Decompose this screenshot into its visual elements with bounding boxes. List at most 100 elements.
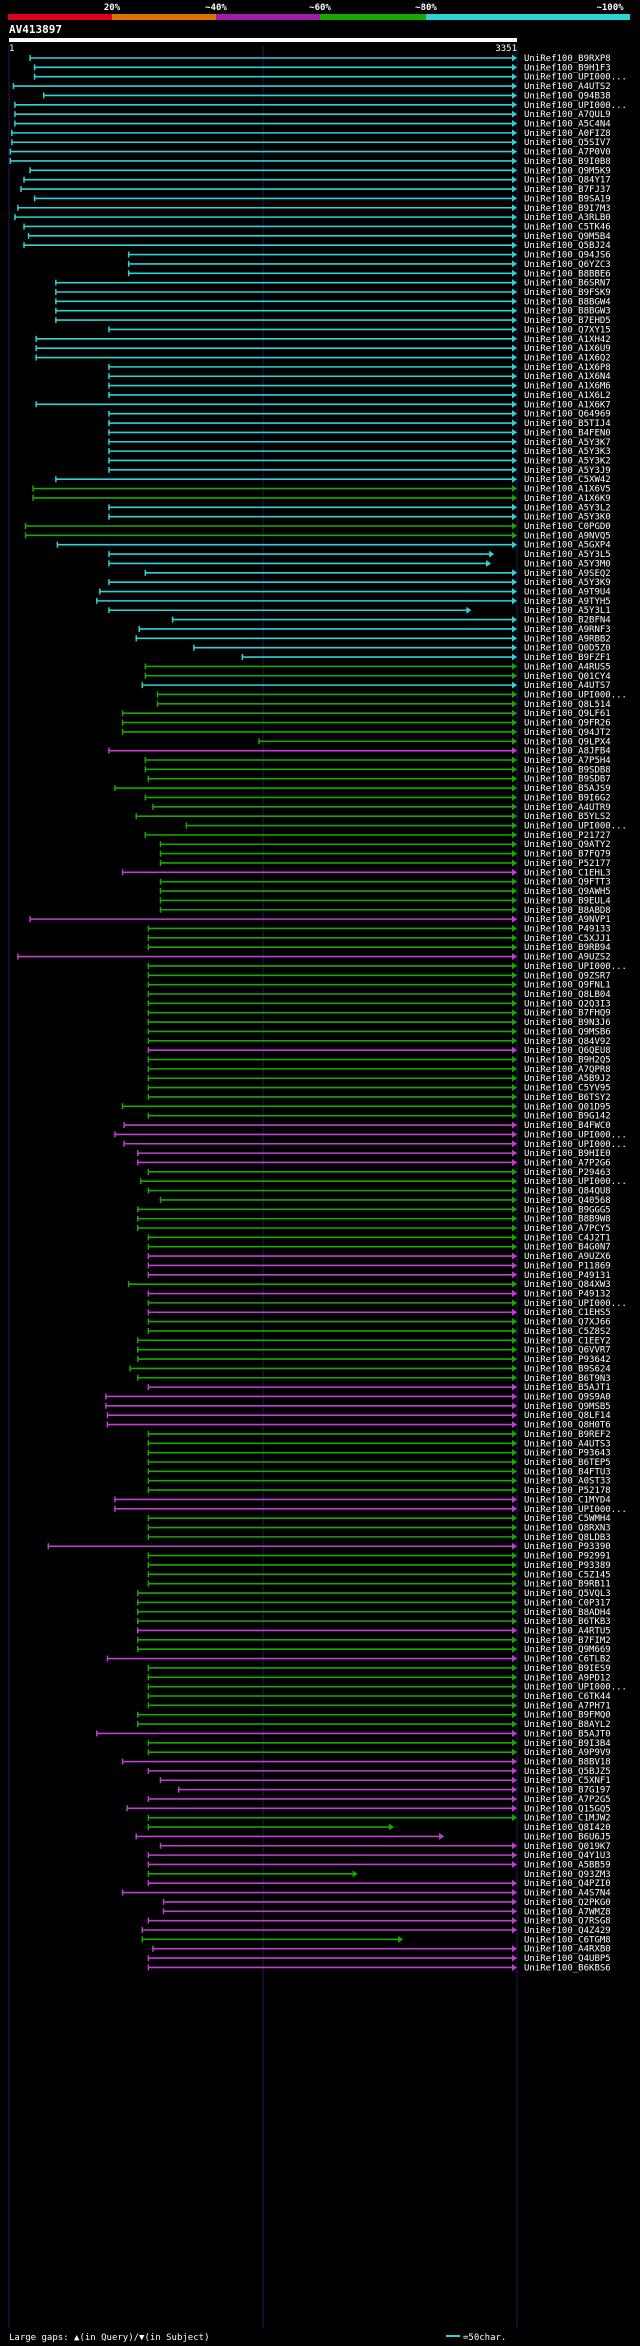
- hit-row[interactable]: UniRef100_Q5BJZ5: [147, 1767, 611, 1777]
- hit-row[interactable]: UniRef100_Q84V92: [147, 1037, 611, 1047]
- hit-row[interactable]: UniRef100_C0PGD0: [24, 522, 611, 532]
- hit-row[interactable]: UniRef100_B6TSY2: [147, 1093, 611, 1103]
- hit-row[interactable]: UniRef100_Q4Y1U3: [147, 1851, 611, 1861]
- hit-label[interactable]: UniRef100_A7P2G6: [524, 1158, 611, 1168]
- hit-label[interactable]: UniRef100_C6TLB2: [524, 1655, 611, 1665]
- hit-label[interactable]: UniRef100_UPI000...: [524, 1177, 627, 1187]
- hit-label[interactable]: UniRef100_B4FWC0: [524, 1121, 611, 1131]
- hit-label[interactable]: UniRef100_A1X6P8: [524, 363, 611, 373]
- hit-row[interactable]: UniRef100_B9RB94: [147, 943, 611, 953]
- hit-row[interactable]: UniRef100_B4FWC0: [123, 1121, 611, 1131]
- hit-label[interactable]: UniRef100_A4RTU5: [524, 1626, 611, 1636]
- hit-row[interactable]: UniRef100_B9N3J6: [147, 1018, 611, 1028]
- hit-row[interactable]: UniRef100_C6TLB2: [106, 1655, 611, 1665]
- hit-label[interactable]: UniRef100_UPI000...: [524, 1130, 627, 1140]
- hit-row[interactable]: UniRef100_B9EUL4: [159, 896, 611, 906]
- hit-label[interactable]: UniRef100_UPI000...: [524, 73, 627, 83]
- hit-row[interactable]: UniRef100_Q64969: [108, 410, 611, 420]
- hit-row[interactable]: UniRef100_Q9M5K9: [29, 166, 611, 176]
- hit-row[interactable]: UniRef100_P93642: [136, 1355, 611, 1365]
- hit-row[interactable]: UniRef100_A4S7N4: [121, 1889, 611, 1899]
- hit-label[interactable]: UniRef100_C0PGD0: [524, 522, 611, 532]
- hit-label[interactable]: UniRef100_Q9LF61: [524, 709, 611, 719]
- hit-row[interactable]: UniRef100_P93389: [147, 1561, 611, 1571]
- hit-label[interactable]: UniRef100_Q9AWH5: [524, 887, 611, 897]
- hit-label[interactable]: UniRef100_B9FSK9: [524, 288, 611, 298]
- hit-label[interactable]: UniRef100_B8ADH4: [524, 1608, 611, 1618]
- hit-row[interactable]: UniRef100_P49133: [147, 924, 611, 934]
- hit-row[interactable]: UniRef100_A1X6L2: [108, 391, 611, 401]
- hit-label[interactable]: UniRef100_Q84Y17: [524, 176, 611, 186]
- hit-label[interactable]: UniRef100_Q019K7: [524, 1842, 611, 1852]
- hit-label[interactable]: UniRef100_Q9ATY2: [524, 840, 611, 850]
- hit-label[interactable]: UniRef100_P93643: [524, 1449, 611, 1459]
- hit-label[interactable]: UniRef100_A4RUS5: [524, 662, 611, 672]
- hit-label[interactable]: UniRef100_B6U6J5: [524, 1832, 611, 1842]
- hit-label[interactable]: UniRef100_B2BFN4: [524, 616, 611, 626]
- hit-label[interactable]: UniRef100_A5Y3K0: [524, 513, 611, 523]
- hit-label[interactable]: UniRef100_B9EUL4: [524, 896, 611, 906]
- hit-label[interactable]: UniRef100_B7FIM2: [524, 1636, 611, 1646]
- hit-label[interactable]: UniRef100_B9G142: [524, 1112, 611, 1122]
- hit-row[interactable]: UniRef100_A4UTS3: [147, 1439, 611, 1449]
- hit-row[interactable]: UniRef100_Q5BJ24: [23, 241, 611, 251]
- hit-row[interactable]: UniRef100_B6T9N3: [136, 1374, 611, 1384]
- hit-row[interactable]: UniRef100_UPI000...: [147, 1299, 627, 1309]
- hit-label[interactable]: UniRef100_C0P317: [524, 1598, 611, 1608]
- hit-row[interactable]: UniRef100_Q2PKG0: [162, 1898, 611, 1908]
- hit-row[interactable]: UniRef100_A1X6N4: [108, 372, 611, 382]
- hit-label[interactable]: UniRef100_B9HIE0: [524, 1149, 611, 1159]
- hit-label[interactable]: UniRef100_C5XJJ1: [524, 934, 611, 944]
- hit-label[interactable]: UniRef100_Q5BJ24: [524, 241, 611, 251]
- hit-label[interactable]: UniRef100_A1X6V5: [524, 485, 611, 495]
- hit-row[interactable]: UniRef100_A7P5H4: [144, 756, 611, 766]
- hit-label[interactable]: UniRef100_B5AJT0: [524, 1729, 611, 1739]
- hit-row[interactable]: UniRef100_UPI000...: [140, 1177, 627, 1187]
- hit-row[interactable]: UniRef100_B9H1F3: [33, 63, 611, 73]
- hit-label[interactable]: UniRef100_A4UTS3: [524, 1439, 611, 1449]
- hit-row[interactable]: UniRef100_A1X6Q2: [35, 354, 611, 364]
- hit-label[interactable]: UniRef100_Q6VVR7: [524, 1346, 611, 1356]
- hit-row[interactable]: UniRef100_UPI000...: [185, 822, 627, 832]
- hit-row[interactable]: UniRef100_A4RXB0: [152, 1945, 611, 1955]
- hit-label[interactable]: UniRef100_C1MJW2: [524, 1814, 611, 1824]
- hit-label[interactable]: UniRef100_B8BGW3: [524, 307, 611, 317]
- hit-row[interactable]: UniRef100_B9SDB8: [144, 765, 611, 775]
- hit-label[interactable]: UniRef100_B6TKB3: [524, 1617, 611, 1627]
- hit-label[interactable]: UniRef100_A5Y3L5: [524, 550, 611, 560]
- hit-row[interactable]: UniRef100_A1X6K7: [35, 400, 611, 410]
- hit-row[interactable]: UniRef100_B5AJS9: [114, 784, 611, 794]
- hit-label[interactable]: UniRef100_B8BGW4: [524, 297, 611, 307]
- hit-row[interactable]: UniRef100_A5Y3L5: [108, 550, 611, 560]
- hit-row[interactable]: UniRef100_A7P2G5: [147, 1795, 611, 1805]
- hit-label[interactable]: UniRef100_C6TK44: [524, 1692, 611, 1702]
- hit-label[interactable]: UniRef100_Q01CY4: [524, 672, 611, 682]
- hit-row[interactable]: UniRef100_A1X6U9: [35, 344, 611, 354]
- hit-row[interactable]: UniRef100_B7G197: [177, 1786, 611, 1796]
- hit-label[interactable]: UniRef100_UPI000...: [524, 101, 627, 111]
- hit-row[interactable]: UniRef100_B9SA19: [33, 194, 611, 204]
- hit-row[interactable]: UniRef100_B6SRN7: [55, 279, 611, 289]
- hit-label[interactable]: UniRef100_P93389: [524, 1561, 611, 1571]
- hit-label[interactable]: UniRef100_B8ABD8: [524, 906, 611, 916]
- hit-label[interactable]: UniRef100_B9REF2: [524, 1430, 611, 1440]
- hit-row[interactable]: UniRef100_B6U6J5: [135, 1832, 611, 1842]
- hit-label[interactable]: UniRef100_B8B9W8: [524, 1215, 611, 1225]
- hit-label[interactable]: UniRef100_B7EHD5: [524, 316, 611, 326]
- hit-row[interactable]: UniRef100_Q9M669: [136, 1645, 611, 1655]
- hit-label[interactable]: UniRef100_C5YV95: [524, 1084, 611, 1094]
- hit-label[interactable]: UniRef100_Q9FR26: [524, 719, 611, 729]
- hit-label[interactable]: UniRef100_A5Y3M0: [524, 559, 611, 569]
- hit-label[interactable]: UniRef100_B8AYL2: [524, 1720, 611, 1730]
- hit-row[interactable]: UniRef100_Q8LDB3: [147, 1533, 611, 1543]
- hit-label[interactable]: UniRef100_A4UTR9: [524, 803, 611, 813]
- hit-label[interactable]: UniRef100_A7QPR8: [524, 1065, 611, 1075]
- hit-label[interactable]: UniRef100_A1X6N4: [524, 372, 611, 382]
- hit-row[interactable]: UniRef100_A4UTS2: [12, 82, 611, 92]
- hit-label[interactable]: UniRef100_P93390: [524, 1542, 611, 1552]
- hit-row[interactable]: UniRef100_A3RLB0: [14, 213, 611, 223]
- hit-row[interactable]: UniRef100_B9REF2: [147, 1430, 611, 1440]
- hit-label[interactable]: UniRef100_Q2Q3I3: [524, 999, 611, 1009]
- hit-label[interactable]: UniRef100_C4J2T1: [524, 1233, 611, 1243]
- hit-row[interactable]: UniRef100_A5Y3K9: [108, 578, 611, 588]
